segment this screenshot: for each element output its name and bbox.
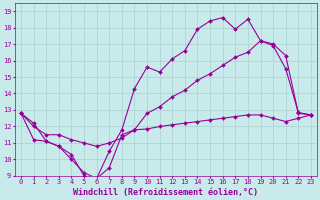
X-axis label: Windchill (Refroidissement éolien,°C): Windchill (Refroidissement éolien,°C) <box>74 188 259 197</box>
